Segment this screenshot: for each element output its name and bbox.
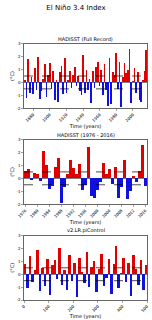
svg-text:200: 200 [66,304,75,313]
svg-text:1: 1 [18,259,21,264]
svg-text:Time (years): Time (years) [69,123,102,130]
svg-text:2000: 2000 [124,112,135,123]
svg-text:(°C): (°C) [9,71,15,81]
svg-text:3: 3 [18,137,21,142]
svg-text:v2.LR.piControl: v2.LR.piControl [67,227,105,234]
svg-text:2: 2 [18,150,21,155]
svg-text:2012: 2012 [125,208,136,219]
svg-text:400: 400 [116,304,125,313]
svg-text:3: 3 [18,41,21,46]
svg-text:1980: 1980 [29,208,40,219]
svg-text:0: 0 [18,80,21,85]
svg-text:1988: 1988 [53,208,64,219]
svg-text:2: 2 [18,246,21,251]
svg-text:HADISST (1976 - 2016): HADISST (1976 - 2016) [57,132,115,138]
svg-text:1880: 1880 [25,112,36,123]
svg-text:1: 1 [18,67,21,72]
svg-text:1: 1 [18,163,21,168]
svg-text:2000: 2000 [89,208,100,219]
svg-text:2004: 2004 [101,208,112,219]
svg-text:1960: 1960 [91,112,102,123]
svg-text:-2: -2 [17,106,21,111]
svg-text:(°C): (°C) [9,167,15,177]
svg-text:1920: 1920 [58,112,69,123]
svg-text:1976: 1976 [17,208,28,219]
svg-text:2008: 2008 [113,208,124,219]
svg-text:Time (years): Time (years) [69,313,102,320]
svg-text:1940: 1940 [74,112,85,123]
svg-text:0: 0 [21,304,27,310]
svg-text:1900: 1900 [41,112,52,123]
svg-text:1984: 1984 [41,208,52,219]
svg-text:2016: 2016 [137,208,148,219]
svg-text:-2: -2 [17,297,21,302]
svg-text:El Niño 3.4 Index: El Niño 3.4 Index [46,4,105,12]
svg-text:-1: -1 [17,93,21,98]
svg-text:500: 500 [140,304,149,313]
svg-text:0: 0 [18,272,21,277]
svg-text:0: 0 [18,176,21,181]
svg-text:-2: -2 [17,202,21,207]
svg-text:2: 2 [18,54,21,59]
svg-text:1980: 1980 [108,112,119,123]
svg-text:1996: 1996 [77,208,88,219]
svg-text:HADISST (Full Record): HADISST (Full Record) [58,36,113,42]
svg-text:-1: -1 [17,189,21,194]
svg-text:300: 300 [91,304,100,313]
svg-text:100: 100 [42,304,51,313]
svg-text:(°C): (°C) [9,263,15,273]
svg-text:-1: -1 [17,285,21,290]
svg-text:1992: 1992 [65,208,76,219]
svg-text:Time (years): Time (years) [69,219,102,226]
svg-text:3: 3 [18,233,21,238]
